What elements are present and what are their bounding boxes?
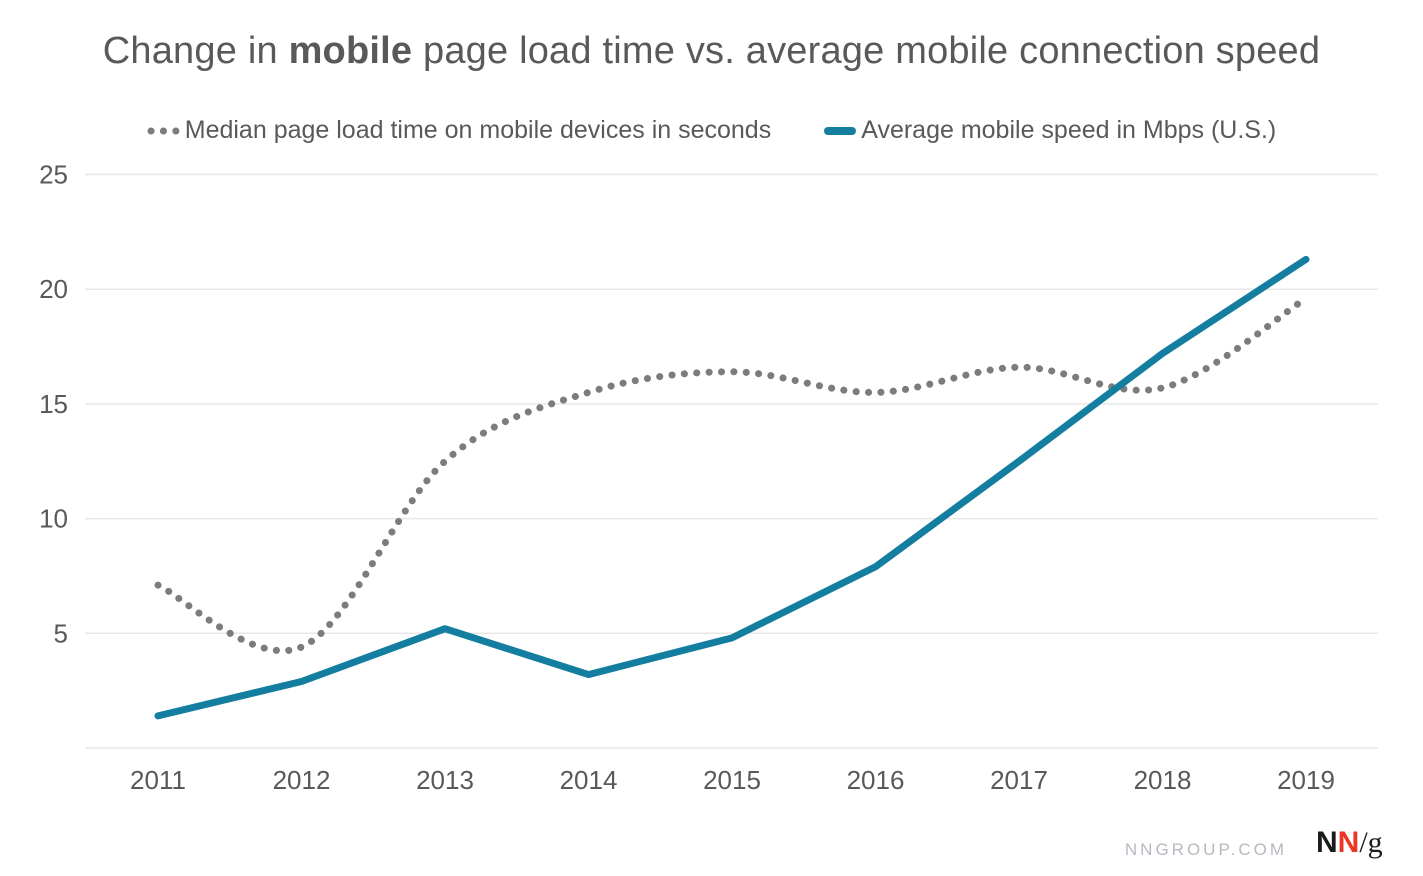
x-tick-label-2017: 2017 [990,765,1048,795]
solid-series-marker-icon [824,126,857,135]
chart-title-bold-word: mobile [288,30,413,72]
logo-slash-g: /g [1359,826,1383,859]
x-tick-label-2012: 2012 [273,765,331,795]
legend-label-mobile-speed: Average mobile speed in Mbps (U.S.) [861,116,1277,144]
x-tick-label-2011: 2011 [130,765,186,795]
legend-item-mobile-speed: Average mobile speed in Mbps (U.S.) [823,116,1276,145]
footer-site-text: NNGROUP.COM [1124,840,1287,859]
chart-legend: Median page load time on mobile devices … [0,116,1423,145]
x-tick-label-2014: 2014 [560,765,618,795]
logo-n-red: N [1337,826,1360,859]
x-tick-label-2019: 2019 [1277,765,1335,795]
dotted-series-marker-icon [147,127,181,134]
x-tick-label-2015: 2015 [703,765,761,795]
logo-n-black: N [1316,826,1338,859]
chart-title-suffix: page load time vs. average mobile connec… [412,30,1321,72]
x-tick-label-2018: 2018 [1134,765,1192,795]
chart-title: Change in mobile page load time vs. aver… [0,30,1423,74]
x-tick-label-2016: 2016 [847,765,905,795]
legend-item-load-time: Median page load time on mobile devices … [147,116,771,145]
nng-logo: NN/g [1316,828,1383,858]
y-tick-label-5: 5 [54,618,68,648]
series-page-load-time [154,294,1310,655]
y-tick-label-10: 10 [39,504,68,534]
y-tick-label-25: 25 [39,160,68,190]
y-tick-label-20: 20 [39,274,68,304]
x-tick-label-2013: 2013 [416,765,474,795]
y-tick-label-15: 15 [39,389,68,419]
series-mobile-speed [154,255,1310,720]
legend-label-load-time: Median page load time on mobile devices … [184,116,772,144]
chart-title-prefix: Change in [102,30,289,72]
